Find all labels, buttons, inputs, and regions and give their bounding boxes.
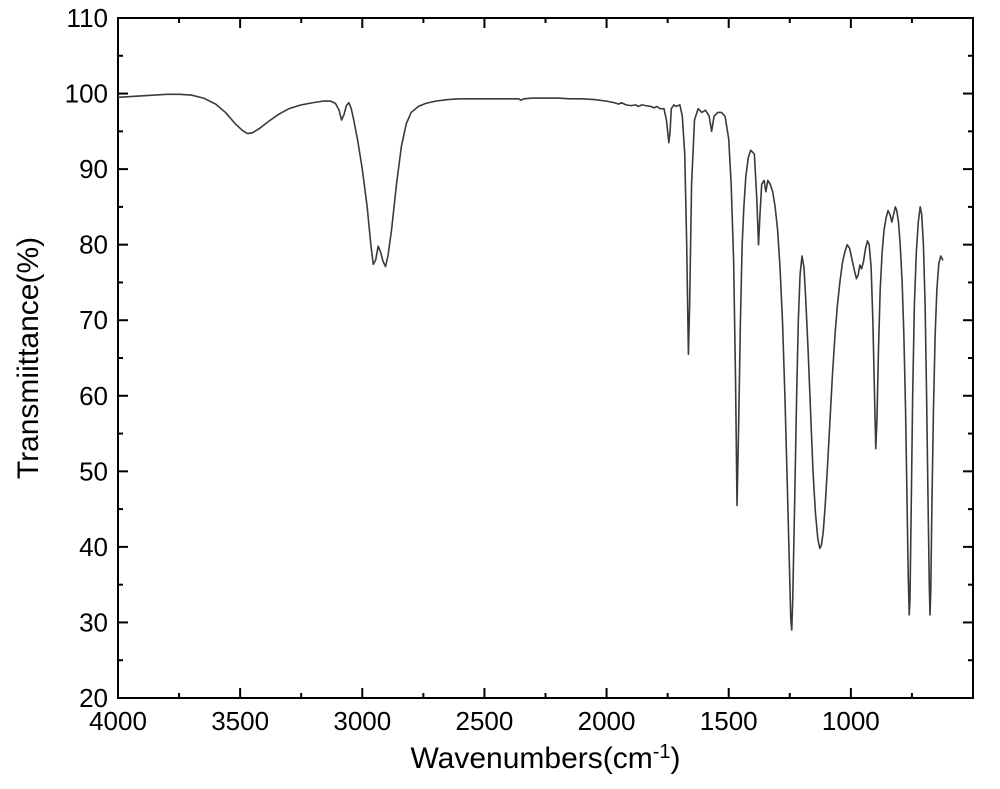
chart-bg [0,0,1000,789]
ytick-label: 70 [79,305,108,335]
ytick-label: 40 [79,532,108,562]
y-axis-label: Transmiittance(%) [12,237,45,479]
x-axis-label: Wavenumbers(cm-1) [410,741,680,775]
xtick-label: 3500 [211,706,269,736]
xtick-label: 3000 [333,706,391,736]
xtick-label: 1000 [822,706,880,736]
xtick-label: 2500 [456,706,514,736]
ytick-label: 50 [79,456,108,486]
xtick-label: 1500 [700,706,758,736]
ytick-label: 60 [79,381,108,411]
chart-svg: 4000350030002500200015001000203040506070… [0,0,1000,789]
xtick-label: 2000 [578,706,636,736]
ytick-label: 30 [79,607,108,637]
ytick-label: 20 [79,683,108,713]
ytick-label: 80 [79,230,108,260]
ytick-label: 90 [79,154,108,184]
ir-spectrum-chart: 4000350030002500200015001000203040506070… [0,0,1000,789]
ytick-label: 100 [65,79,108,109]
ytick-label: 110 [67,3,108,33]
